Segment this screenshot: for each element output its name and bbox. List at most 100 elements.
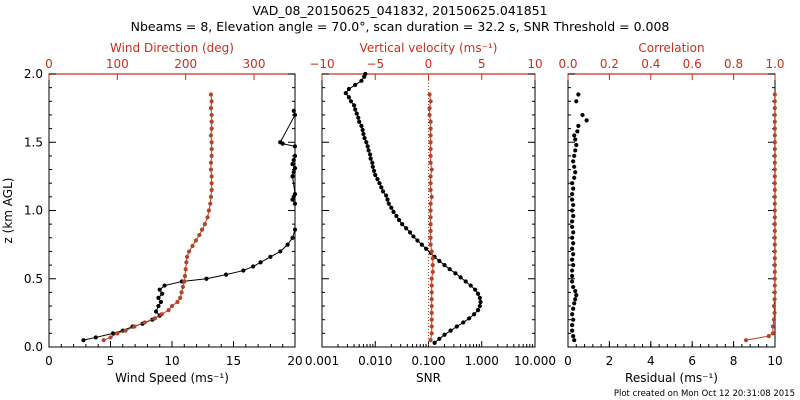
snr-series-snr-point bbox=[448, 328, 453, 333]
snr-series-snr-point bbox=[475, 308, 481, 313]
wind-series-wind-direction-point bbox=[209, 126, 214, 131]
snr-series-vertical-velocity-point bbox=[428, 242, 433, 247]
residual-series-correlation-point bbox=[772, 140, 777, 145]
snr-series-vertical-velocity-point bbox=[427, 92, 432, 97]
snr-series-vertical-velocity-point bbox=[427, 106, 432, 111]
residual-top-tick-label: 0.6 bbox=[683, 57, 702, 71]
wind-top-tick-label: 0 bbox=[45, 57, 53, 71]
wind-series-wind-speed-upper-partly-off-scale-line bbox=[279, 110, 296, 204]
snr-series-vertical-velocity-point bbox=[429, 283, 434, 288]
snr-series-snr-point bbox=[477, 295, 482, 300]
wind-y-tick-label: 0.0 bbox=[24, 340, 43, 354]
wind-series-wind-direction-point bbox=[123, 328, 128, 333]
residual-series-residual-point bbox=[570, 197, 575, 202]
wind-y-tick-label: 0.5 bbox=[24, 272, 43, 286]
residual-series-correlation-point bbox=[772, 228, 777, 234]
snr-series-vertical-velocity-point bbox=[430, 263, 435, 268]
snr-series-snr-point bbox=[364, 140, 369, 145]
residual-series-correlation-point bbox=[743, 338, 749, 343]
residual-series-residual-point bbox=[570, 323, 575, 328]
wind-series-wind-direction-point bbox=[208, 160, 214, 165]
wind-series-wind-speed-point bbox=[204, 276, 209, 281]
wind-series-wind-direction-point bbox=[208, 106, 214, 111]
wind-series-wind-direction-point bbox=[199, 227, 205, 232]
wind-series-wind-direction-point bbox=[209, 181, 214, 186]
snr-series-vertical-velocity-point bbox=[428, 160, 433, 165]
wind-series-wind-speed-point bbox=[285, 242, 290, 247]
residual-series-correlation-point bbox=[772, 160, 777, 165]
snr-series-snr-point bbox=[478, 299, 483, 305]
residual-series-correlation-point bbox=[772, 194, 777, 199]
wind-series-wind-speed-point bbox=[241, 268, 246, 273]
snr-series-snr-point bbox=[389, 205, 394, 210]
wind-series-wind-speed-point bbox=[160, 291, 165, 296]
residual-series-residual-point bbox=[571, 230, 576, 235]
wind-series-wind-direction-point bbox=[205, 215, 210, 220]
wind-series-wind-direction-point bbox=[166, 308, 171, 313]
residual-series-residual-point bbox=[570, 312, 575, 317]
residual-series-correlation-point bbox=[772, 269, 777, 275]
wind-series-wind-speed-point bbox=[156, 303, 161, 309]
snr-top-tick-label: 10 bbox=[527, 57, 542, 71]
residual-series-residual-point bbox=[571, 317, 576, 322]
residual-series-residual-point bbox=[573, 288, 578, 294]
wind-y-tick-label: 2.0 bbox=[24, 67, 43, 81]
snr-series-snr-point bbox=[357, 119, 362, 124]
wind-series-wind-speed-point bbox=[292, 227, 298, 232]
wind-series-wind-direction-point bbox=[209, 174, 214, 179]
residual-series-residual-point bbox=[572, 301, 577, 306]
residual-series-correlation-point bbox=[772, 106, 777, 111]
snr-bottom-tick-label: 0.100 bbox=[411, 354, 445, 368]
residual-series-correlation-point bbox=[772, 290, 777, 295]
residual-series-correlation-point bbox=[772, 153, 777, 158]
residual-series-residual-point bbox=[571, 252, 576, 257]
snr-series-snr-point bbox=[359, 78, 364, 83]
residual-series-residual-point bbox=[571, 186, 576, 191]
wind-y-tick-label: 1.5 bbox=[24, 135, 43, 149]
snr-series-snr-point bbox=[396, 217, 402, 223]
residual-series-residual-point bbox=[574, 99, 579, 104]
snr-top-tick-label: −10 bbox=[309, 57, 334, 71]
snr-panel: 0.001 0.010 0.100 1.000 10.000 SNR −10 −5 0 5 10 Ve… bbox=[305, 41, 556, 385]
residual-series-residual-point bbox=[570, 246, 575, 251]
wind-series-wind-speed-upper-partly-off-scale-point bbox=[291, 157, 296, 163]
residual-series-residual-point bbox=[573, 137, 578, 142]
snr-series-snr-point bbox=[348, 99, 354, 104]
snr-series-snr-point bbox=[475, 291, 481, 296]
wind-series-wind-speed-upper-partly-off-scale-point bbox=[291, 170, 296, 175]
snr-series-snr-point bbox=[391, 209, 396, 214]
residual-series-residual-point bbox=[574, 142, 579, 148]
wind-series-wind-speed-point bbox=[153, 309, 159, 314]
wind-series-wind-speed-upper-partly-off-scale-point bbox=[292, 192, 298, 197]
residual-series-correlation-point bbox=[770, 331, 776, 336]
wind-series-wind-speed-upper-partly-off-scale-point bbox=[278, 140, 283, 145]
residual-series-residual-point bbox=[570, 273, 575, 279]
wind-y-axis-label: z (km AGL) bbox=[1, 178, 15, 244]
residual-bottom-tick-label: 0 bbox=[564, 354, 572, 368]
snr-series-snr-point bbox=[353, 107, 358, 112]
snr-series-snr-point bbox=[407, 230, 413, 235]
wind-series-wind-direction-point bbox=[202, 222, 207, 227]
snr-series-vertical-velocity-point bbox=[428, 153, 433, 158]
residual-series-residual-point bbox=[571, 263, 576, 268]
wind-series-wind-direction-point bbox=[208, 167, 214, 172]
wind-series-wind-direction-line bbox=[103, 94, 213, 341]
snr-series-snr-point bbox=[423, 246, 429, 251]
wind-series-wind-direction-point bbox=[209, 146, 214, 152]
wind-series-wind-direction-point bbox=[208, 201, 213, 206]
residual-bottom-tick-label: 2 bbox=[606, 354, 614, 368]
residual-series-residual-point bbox=[571, 159, 576, 164]
snr-series-snr-point bbox=[367, 152, 373, 157]
residual-series-residual-point bbox=[572, 164, 577, 169]
snr-series-snr-point bbox=[432, 340, 437, 346]
snr-series-vertical-velocity-point bbox=[428, 99, 433, 104]
snr-series-snr-point bbox=[363, 71, 368, 77]
snr-series-snr-point bbox=[461, 320, 466, 325]
wind-series-wind-speed-upper-partly-off-scale-point bbox=[292, 112, 298, 118]
wind-bottom-tick-label: 0 bbox=[45, 354, 53, 368]
residual-bottom-tick-label: 8 bbox=[730, 354, 738, 368]
wind-series-wind-direction-point bbox=[206, 208, 211, 213]
snr-series-snr-point bbox=[463, 279, 468, 284]
snr-series-vertical-velocity-point bbox=[429, 167, 434, 172]
